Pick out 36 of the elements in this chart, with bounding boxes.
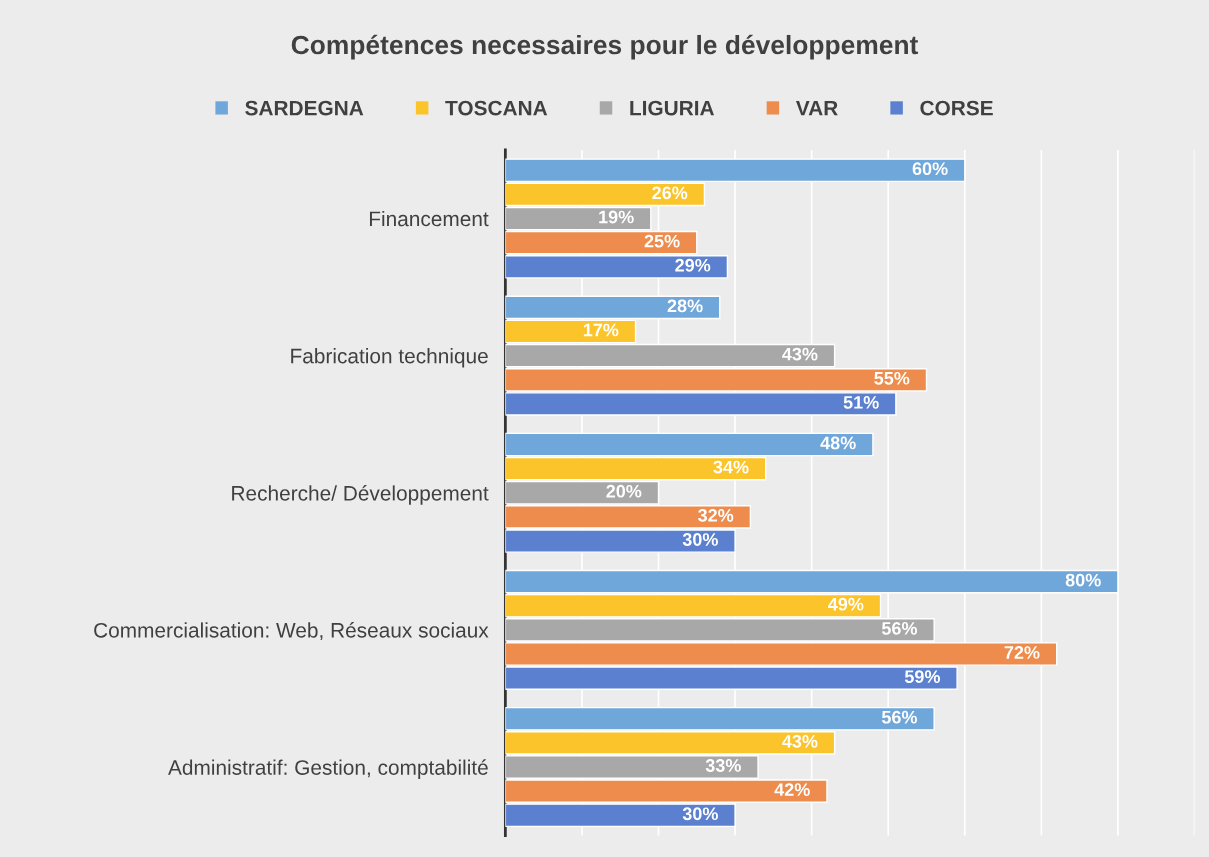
data-label: 33% [705,759,741,772]
data-label: 26% [652,186,688,200]
data-label: 43% [782,734,818,748]
y-tick-label: Administratif: Gestion, comptabilité [168,759,488,780]
y-tick-label: Recherche/ Développement [232,485,489,505]
data-label: 72% [1004,646,1040,659]
data-label: 55% [874,371,910,385]
data-label: 42% [774,783,810,796]
data-label: 48% [820,436,856,450]
data-label: 25% [644,234,680,248]
data-label: 28% [667,299,703,313]
data-label: 59% [904,670,941,684]
chart-title: Compétences necessaires pour le développement [291,34,919,60]
data-label: 51% [843,396,879,409]
data-label: 30% [682,533,718,546]
data-label: 56% [881,621,918,635]
legend-label: SARDEGNA [245,100,364,116]
data-label: 80% [1065,573,1101,587]
legend-label: CORSE [920,100,993,116]
data-label: 43% [782,347,818,361]
data-label: 19% [599,210,634,224]
data-label: 32% [698,508,734,522]
data-label: 60% [912,162,948,176]
data-label: 56% [881,710,918,724]
legend-label: VAR [795,100,838,116]
legend-label: LIGURIA [630,100,715,116]
y-tick-label: Commercialisation: Web, Réseaux sociaux [94,622,489,641]
y-tick-label: Fabrication technique [291,348,488,368]
data-label: 30% [682,807,718,821]
data-label: 49% [828,597,864,611]
data-label: 20% [606,484,642,498]
data-label: 29% [675,258,711,272]
legend-label: TOSCANA [445,100,548,116]
data-label: 17% [583,323,619,337]
data-label: 34% [713,460,749,474]
y-tick-label: Financement [369,210,489,227]
